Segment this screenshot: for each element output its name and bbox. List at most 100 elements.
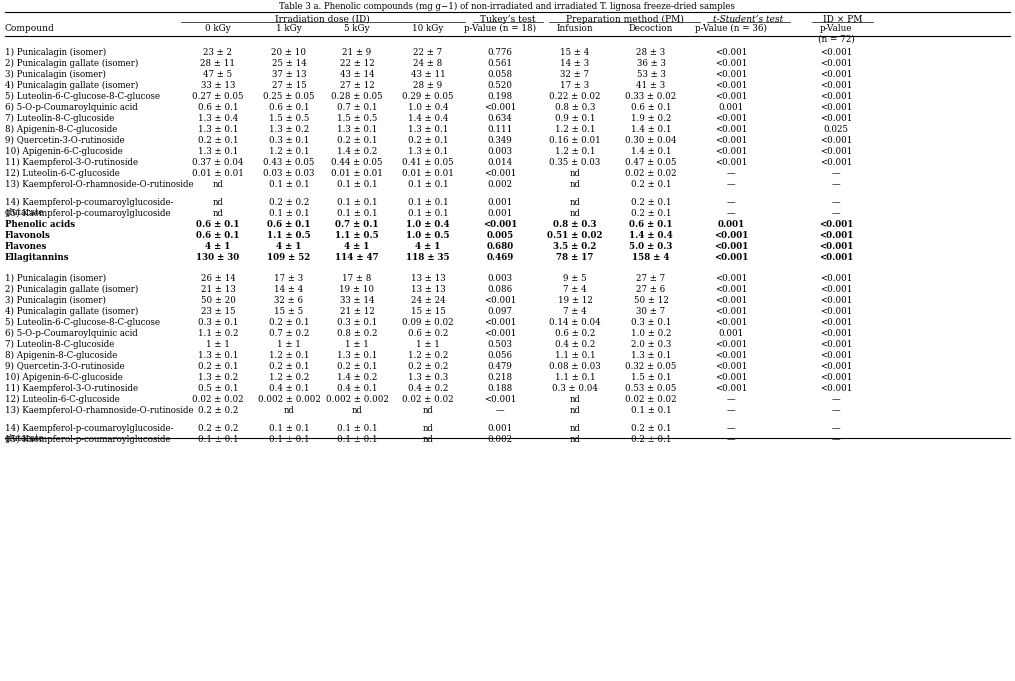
Text: 0.025: 0.025 <box>823 125 849 134</box>
Text: 1.4 ± 0.4: 1.4 ± 0.4 <box>629 231 673 240</box>
Text: 9) Quercetin-3-O-rutinoside: 9) Quercetin-3-O-rutinoside <box>5 362 125 371</box>
Text: 28 ± 11: 28 ± 11 <box>201 59 235 68</box>
Text: 32 ± 7: 32 ± 7 <box>560 70 590 79</box>
Text: <0.001: <0.001 <box>820 373 853 382</box>
Text: 0.01 ± 0.01: 0.01 ± 0.01 <box>402 169 454 178</box>
Text: 0.1 ± 0.1: 0.1 ± 0.1 <box>408 209 449 218</box>
Text: 0.33 ± 0.02: 0.33 ± 0.02 <box>625 92 677 101</box>
Text: 0.469: 0.469 <box>486 253 514 262</box>
Text: 0.1 ± 0.1: 0.1 ± 0.1 <box>337 424 378 433</box>
Text: 7 ± 4: 7 ± 4 <box>563 285 587 294</box>
Text: 0.4 ± 0.1: 0.4 ± 0.1 <box>269 384 310 393</box>
Text: 1.3 ± 0.2: 1.3 ± 0.2 <box>269 125 310 134</box>
Text: 0.37 ± 0.04: 0.37 ± 0.04 <box>192 158 244 167</box>
Text: 14 ± 3: 14 ± 3 <box>560 59 590 68</box>
Text: 1.0 ± 0.4: 1.0 ± 0.4 <box>408 103 449 112</box>
Text: —: — <box>727 395 735 404</box>
Text: 0.53 ± 0.05: 0.53 ± 0.05 <box>625 384 677 393</box>
Text: 130 ± 30: 130 ± 30 <box>196 253 240 262</box>
Text: 14 ± 4: 14 ± 4 <box>274 285 303 294</box>
Text: —: — <box>831 406 840 415</box>
Text: 0.2 ± 0.1: 0.2 ± 0.1 <box>269 362 310 371</box>
Text: 0.058: 0.058 <box>487 70 513 79</box>
Text: 26 ± 14: 26 ± 14 <box>201 274 235 283</box>
Text: 4) Punicalagin gallate (isomer): 4) Punicalagin gallate (isomer) <box>5 81 138 90</box>
Text: ID × PM: ID × PM <box>823 15 862 24</box>
Text: Preparation method (PM): Preparation method (PM) <box>565 15 684 24</box>
Text: <0.001: <0.001 <box>715 362 747 371</box>
Text: 28 ± 9: 28 ± 9 <box>413 81 443 90</box>
Text: p-Value (n = 36): p-Value (n = 36) <box>695 24 767 33</box>
Text: nd: nd <box>569 424 581 433</box>
Text: 1) Punicalagin (isomer): 1) Punicalagin (isomer) <box>5 48 107 57</box>
Text: 0.001: 0.001 <box>718 220 745 229</box>
Text: 0.1 ± 0.1: 0.1 ± 0.1 <box>630 406 671 415</box>
Text: <0.001: <0.001 <box>484 103 517 112</box>
Text: 0.2 ± 0.1: 0.2 ± 0.1 <box>630 435 671 444</box>
Text: 0.003: 0.003 <box>487 274 513 283</box>
Text: 0.198: 0.198 <box>487 92 513 101</box>
Text: 0.8 ± 0.2: 0.8 ± 0.2 <box>337 329 378 338</box>
Text: <0.001: <0.001 <box>820 158 853 167</box>
Text: nd: nd <box>569 198 581 207</box>
Text: 15 ± 15: 15 ± 15 <box>410 307 446 316</box>
Text: 9 ± 5: 9 ± 5 <box>563 274 587 283</box>
Text: 27 ± 7: 27 ± 7 <box>636 274 666 283</box>
Text: 0.111: 0.111 <box>487 125 513 134</box>
Text: 5) Luteolin-6-C-glucose-8-C-glucose: 5) Luteolin-6-C-glucose-8-C-glucose <box>5 318 160 327</box>
Text: 0.09 ± 0.02: 0.09 ± 0.02 <box>402 318 454 327</box>
Text: 0.001: 0.001 <box>487 198 513 207</box>
Text: 0.056: 0.056 <box>487 351 513 360</box>
Text: <0.001: <0.001 <box>820 384 853 393</box>
Text: 24 ± 8: 24 ± 8 <box>413 59 443 68</box>
Text: 1.5 ± 0.5: 1.5 ± 0.5 <box>337 114 378 123</box>
Text: Infusion: Infusion <box>556 24 594 33</box>
Text: 1.3 ± 0.3: 1.3 ± 0.3 <box>408 373 448 382</box>
Text: nd: nd <box>212 180 223 189</box>
Text: <0.001: <0.001 <box>715 296 747 305</box>
Text: 0.002: 0.002 <box>487 180 513 189</box>
Text: 23 ± 15: 23 ± 15 <box>201 307 235 316</box>
Text: 0.680: 0.680 <box>486 242 514 251</box>
Text: 30 ± 7: 30 ± 7 <box>636 307 666 316</box>
Text: —: — <box>831 169 840 178</box>
Text: 1.5 ± 0.5: 1.5 ± 0.5 <box>269 114 310 123</box>
Text: 33 ± 13: 33 ± 13 <box>201 81 235 90</box>
Text: nd: nd <box>569 169 581 178</box>
Text: 0.47 ± 0.05: 0.47 ± 0.05 <box>625 158 677 167</box>
Text: Irradiation dose (ID): Irradiation dose (ID) <box>275 15 370 24</box>
Text: 1 ± 1: 1 ± 1 <box>416 340 439 349</box>
Text: 0.7 ± 0.1: 0.7 ± 0.1 <box>335 220 379 229</box>
Text: 1 ± 1: 1 ± 1 <box>277 340 300 349</box>
Text: 7) Luteolin-8-C-glucoside: 7) Luteolin-8-C-glucoside <box>5 340 115 349</box>
Text: 50 ± 20: 50 ± 20 <box>201 296 235 305</box>
Text: 6) 5-O-p-Coumaroylquinic acid: 6) 5-O-p-Coumaroylquinic acid <box>5 329 138 338</box>
Text: Flavones: Flavones <box>5 242 48 251</box>
Text: 1 ± 1: 1 ± 1 <box>345 340 368 349</box>
Text: <0.001: <0.001 <box>820 351 853 360</box>
Text: 41 ± 3: 41 ± 3 <box>636 81 666 90</box>
Text: <0.001: <0.001 <box>484 169 517 178</box>
Text: —: — <box>831 209 840 218</box>
Text: 14) Kaempferol-p-coumaroylglucoside-
glutarate: 14) Kaempferol-p-coumaroylglucoside- glu… <box>5 198 174 217</box>
Text: 27 ± 6: 27 ± 6 <box>636 285 666 294</box>
Text: —: — <box>495 406 504 415</box>
Text: 0.6 ± 0.1: 0.6 ± 0.1 <box>269 103 310 112</box>
Text: 8) Apigenin-8-C-glucoside: 8) Apigenin-8-C-glucoside <box>5 351 118 360</box>
Text: 17 ± 3: 17 ± 3 <box>274 274 303 283</box>
Text: 9) Quercetin-3-O-rutinoside: 9) Quercetin-3-O-rutinoside <box>5 136 125 145</box>
Text: 47 ± 5: 47 ± 5 <box>203 70 232 79</box>
Text: <0.001: <0.001 <box>820 285 853 294</box>
Text: 11) Kaempferol-3-O-rutinoside: 11) Kaempferol-3-O-rutinoside <box>5 384 138 393</box>
Text: 1.3 ± 0.1: 1.3 ± 0.1 <box>198 351 239 360</box>
Text: 2) Punicalagin gallate (isomer): 2) Punicalagin gallate (isomer) <box>5 285 138 294</box>
Text: 24 ± 24: 24 ± 24 <box>411 296 446 305</box>
Text: nd: nd <box>351 406 362 415</box>
Text: 0.6 ± 0.1: 0.6 ± 0.1 <box>630 103 671 112</box>
Text: 3) Punicalagin (isomer): 3) Punicalagin (isomer) <box>5 296 106 305</box>
Text: 0.6 ± 0.1: 0.6 ± 0.1 <box>267 220 311 229</box>
Text: 5) Luteolin-6-C-glucose-8-C-glucose: 5) Luteolin-6-C-glucose-8-C-glucose <box>5 92 160 101</box>
Text: t-Student’s test: t-Student’s test <box>714 15 784 24</box>
Text: 1.4 ± 0.1: 1.4 ± 0.1 <box>630 125 671 134</box>
Text: nd: nd <box>569 435 581 444</box>
